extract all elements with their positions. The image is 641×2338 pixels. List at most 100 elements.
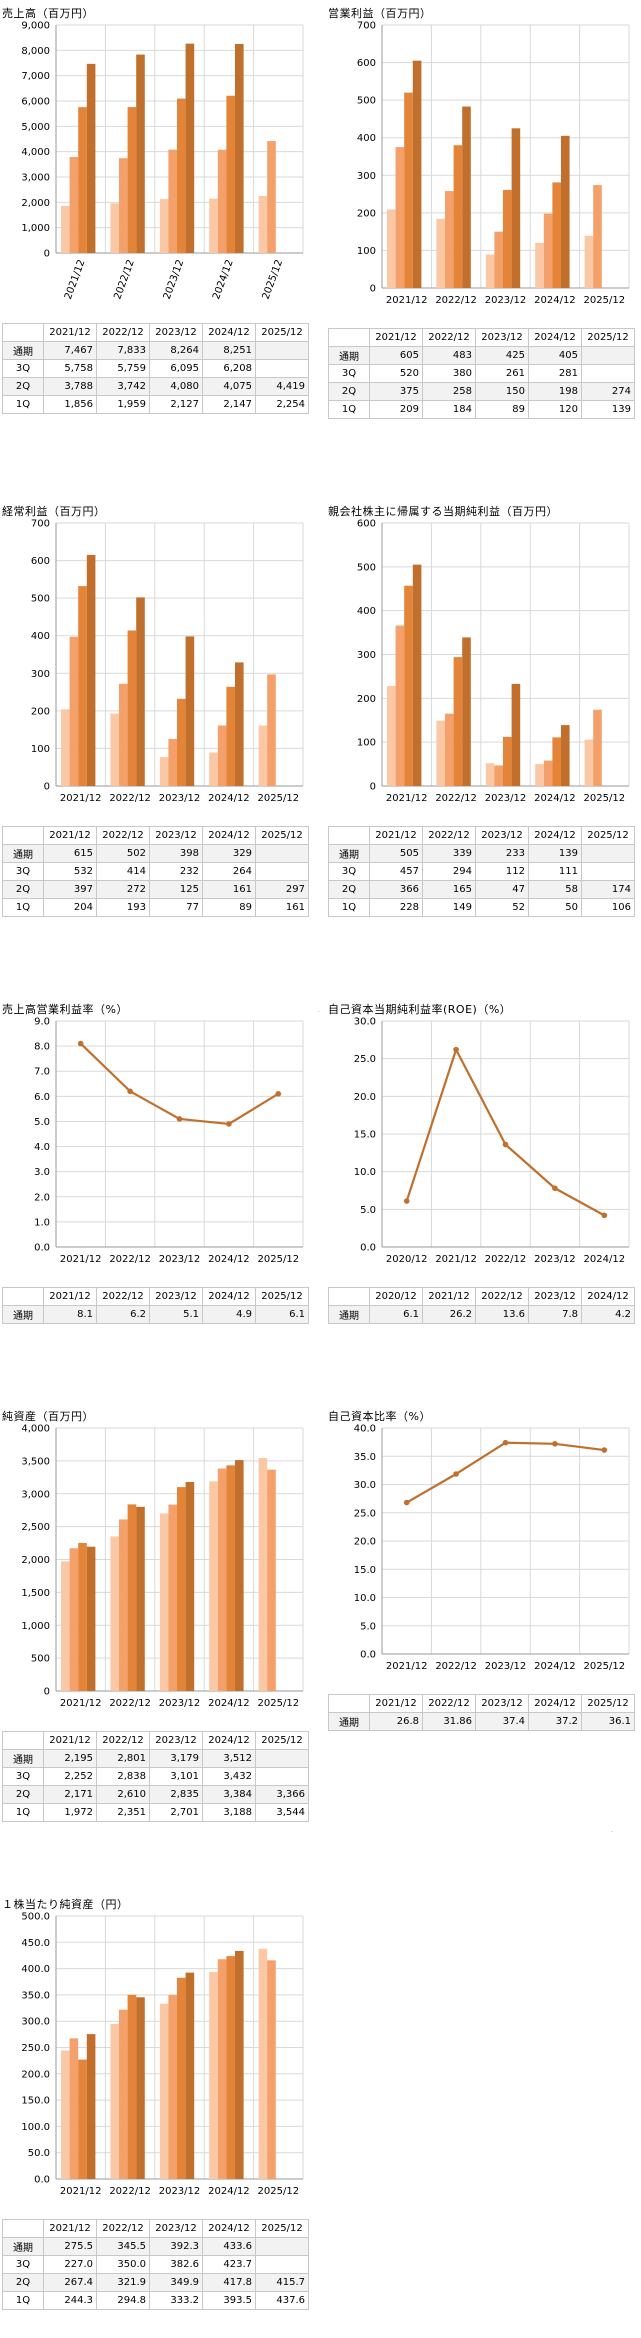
bar-1Q-2022/12 — [436, 720, 445, 786]
bar-1Q-2024/12 — [209, 1972, 218, 2179]
point-2025/12 — [275, 1091, 282, 1097]
table-column-header: 2022/12 — [96, 826, 150, 845]
table-cell: 294.8 — [96, 2291, 150, 2310]
table-header-row: 2021/12 2022/12 2023/12 2024/12 2025/12 — [328, 328, 635, 347]
stray-dot: . — [318, 1007, 320, 1014]
table-cell: 267.4 — [43, 2273, 97, 2292]
bar-3Q-2021/12 — [404, 92, 413, 288]
table-cell: 165 — [422, 880, 476, 899]
bar-3Q-2023/12 — [177, 1487, 186, 1691]
ordinary-profit-panel: 経常利益（百万円） 0 100 200 300 400 500 600 700 2021/12 20… — [2, 503, 312, 943]
bar-通期-2022/12 — [136, 54, 145, 254]
table-cell: 50 — [528, 898, 582, 917]
table-cell: 329 — [202, 844, 256, 863]
table-cell: 274 — [581, 382, 635, 401]
table-cell: 4,080 — [149, 377, 203, 396]
bar-通期-2024/12 — [561, 725, 570, 786]
bar-3Q-2022/12 — [127, 1504, 137, 1691]
x-tick-label: 2022/12 — [112, 258, 137, 301]
y-tick-label: 3.0 — [34, 1167, 50, 1178]
x-tick-label: 2022/12 — [109, 2186, 151, 2197]
table-row-label: 1Q — [2, 2291, 44, 2310]
bar-通期-2021/12 — [86, 2034, 96, 2179]
table-row: 2Q 397 272 125 161 297 — [2, 880, 309, 899]
table-column-header: 2023/12 — [149, 826, 203, 845]
bar-2Q-2022/12 — [119, 2009, 128, 2179]
bar-通期-2022/12 — [136, 597, 145, 786]
y-tick-label: 6.0 — [34, 1092, 50, 1103]
y-tick-label: 250.0 — [21, 2043, 50, 2054]
x-tick-label: 2022/12 — [435, 295, 477, 306]
y-tick-label: 3,000 — [21, 173, 50, 184]
table-column-header: 2021/12 — [369, 1694, 423, 1713]
table-cell: 505 — [369, 844, 423, 863]
table-cell: 4.2 — [581, 1305, 635, 1324]
table-row-label: 通期 — [2, 1749, 44, 1768]
point-2021/12 — [403, 1499, 410, 1506]
table-cell: 37.2 — [528, 1712, 582, 1731]
point-2022/12 — [127, 1088, 133, 1095]
table-column-header: 2024/12 — [528, 328, 582, 347]
x-tick-label: 2021/12 — [386, 793, 428, 804]
y-tick-label: 500 — [31, 594, 50, 605]
bar-1Q-2021/12 — [61, 709, 70, 786]
bar-2Q-2022/12 — [445, 191, 454, 288]
x-tick-label: 2022/12 — [435, 793, 477, 804]
bar-2Q-2025/12 — [267, 674, 276, 786]
table-cell: 425 — [475, 346, 529, 365]
table-cell — [581, 364, 635, 383]
table-cell — [255, 862, 309, 881]
table-cell: 3,742 — [96, 377, 150, 396]
table-row-label: 1Q — [2, 898, 44, 917]
table-cell: 209 — [369, 400, 423, 419]
bar-2Q-2022/12 — [119, 158, 128, 253]
table-column-header: 2025/12 — [581, 1694, 635, 1713]
table-cell: 198 — [528, 382, 582, 401]
bar-3Q-2023/12 — [177, 698, 186, 786]
bar-3Q-2021/12 — [78, 107, 87, 253]
table-row-label: 通期 — [2, 2237, 44, 2256]
table-column-header: 2021/12 — [43, 1731, 97, 1750]
chart-svg: 0 100 200 300 400 500 600 700 2021/12 2022/12 2023… — [31, 519, 304, 804]
table-cell: 415.7 — [255, 2273, 309, 2292]
table-column-header: 2023/12 — [149, 1731, 203, 1750]
table-column-header: 2024/12 — [528, 826, 582, 845]
x-tick-label: 2023/12 — [159, 2186, 201, 2197]
bar-1Q-2023/12 — [159, 199, 169, 253]
table-row: 1Q 228 149 52 50 106 — [328, 898, 635, 917]
net-assets-panel: 純資産（百万円） 0 500 1,000 1,500 2,000 2,500 3,000 3,5… — [2, 1408, 312, 1848]
data-table: 2020/12 2021/12 2022/12 2023/12 2024/12 通期 6.1… — [328, 1287, 635, 1324]
x-tick-label: 2023/12 — [485, 793, 527, 804]
table-cell: 227.0 — [43, 2255, 97, 2274]
point-2023/12 — [502, 1439, 509, 1446]
bar-3Q-2023/12 — [503, 736, 512, 786]
table-header-row: 2021/12 2022/12 2023/12 2024/12 2025/12 — [2, 2219, 309, 2238]
table-row-label: 通期 — [328, 1712, 370, 1731]
bar-2Q-2024/12 — [217, 1959, 227, 2179]
point-2023/12 — [176, 1116, 183, 1122]
table-row: 1Q 209 184 89 120 139 — [328, 400, 635, 419]
y-tick-label: 200 — [31, 706, 50, 717]
table-corner — [328, 1694, 370, 1713]
bar-通期-2021/12 — [86, 1546, 96, 1691]
table-cell: 398 — [149, 844, 203, 863]
table-cell: 261 — [475, 364, 529, 383]
table-cell: 345.5 — [96, 2237, 150, 2256]
y-tick-label: 1,000 — [21, 1621, 50, 1632]
table-header-row: 2021/12 2022/12 2023/12 2024/12 2025/12 — [2, 1287, 309, 1306]
y-tick-label: 0.0 — [34, 1243, 50, 1254]
table-column-header: 2021/12 — [43, 2219, 97, 2238]
table-cell: 233 — [475, 844, 529, 863]
bar-2Q-2025/12 — [593, 185, 602, 288]
x-tick-label: 2025/12 — [258, 1698, 300, 1709]
table-cell: 483 — [422, 346, 476, 365]
x-tick-label: 2022/12 — [435, 1661, 477, 1672]
table-row: 3Q 5,758 5,759 6,095 6,208 — [2, 359, 309, 378]
table-cell: 2,127 — [149, 395, 203, 414]
table-cell: 120 — [528, 400, 582, 419]
table-row-label: 通期 — [2, 844, 44, 863]
y-tick-label: 8,000 — [21, 46, 50, 57]
table-column-header: 2025/12 — [581, 826, 635, 845]
table-cell: 3,366 — [255, 1785, 309, 1804]
x-tick-label: 2023/12 — [534, 1254, 576, 1265]
